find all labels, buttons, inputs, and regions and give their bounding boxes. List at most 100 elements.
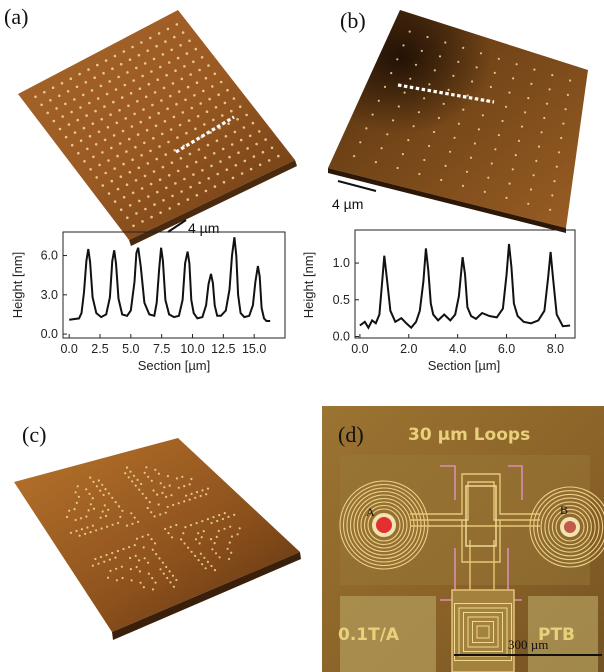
afm-dot [134,484,137,487]
afm-dot [231,176,235,180]
afm-dot [186,198,190,201]
afm-dot [359,141,362,144]
afm-dot [432,130,436,134]
afm-dot [180,190,183,193]
afm-dot [190,550,193,553]
afm-dot [137,166,141,170]
scalebar-b-label: 4 µm [332,196,363,212]
afm-dot [175,578,178,582]
afm-dot [444,41,447,44]
afm-dot [114,501,117,504]
afm-dot [213,185,217,188]
afm-dot [121,509,124,512]
coil-ring [367,508,401,542]
afm-dot [143,174,147,178]
afm-dot [195,81,199,84]
afm-dot [252,155,256,158]
afm-dot [365,127,368,130]
afm-dot [202,89,205,93]
afm-dot [209,538,213,541]
scalebar-a-label: 4 µm [188,220,219,236]
afm-dot [166,27,170,31]
afm-dot [101,151,104,154]
afm-dot [227,515,230,519]
afm-dot [116,154,119,158]
afm-dot [194,160,198,164]
afm-dot [194,47,198,51]
afm-dot [86,147,89,151]
afm-dot [189,524,193,527]
afm-dot [46,111,49,115]
afm-dot [145,496,148,500]
afm-dot [125,466,129,469]
afm-dot [70,143,74,147]
afm-dot [267,159,271,162]
panel-d-micrograph: 30 µm Loops (d) 0.1T/A PTB A B 300 µm [322,406,604,672]
afm-dot [197,559,200,562]
afm-dot [165,186,168,190]
afm-dot [221,517,224,521]
afm-dot [135,537,139,540]
afm-dot [127,104,130,108]
afm-dot [175,102,178,106]
afm-dot [204,567,207,570]
afm-dot [171,82,175,85]
afm-dot [179,157,183,160]
afm-dot [163,486,166,489]
afm-dot [122,547,125,551]
afm-dot [137,520,140,524]
afm-dot [161,53,165,56]
afm-dot [103,504,106,507]
afm-dot [183,177,186,181]
afm-dot [420,49,423,53]
afm-dot [159,482,162,485]
afm-dot [140,482,143,486]
afm-dot [511,77,515,80]
afm-dot [527,97,530,100]
afm-dot [91,524,94,527]
coil-ring [551,508,589,546]
afm-dot [172,503,175,507]
afm-dot [204,189,208,193]
afm-dot [133,516,136,519]
afm-dot [520,125,524,128]
chart-a-series-line [69,237,271,322]
afm-dot [529,188,533,191]
afm-dot [167,140,170,144]
afm-dot [132,224,135,228]
afm-dot [210,564,213,568]
afm-dots-b [353,30,572,211]
afm-dot [113,200,117,203]
afm-dot [64,102,67,106]
afm-dot [147,572,150,575]
afm-dot [169,581,172,584]
afm-dot [170,161,174,164]
afm-dot [551,194,554,197]
afm-dot [104,514,108,518]
afm-dot [407,139,410,142]
afm-dot [85,114,88,117]
afm-dot [124,472,127,475]
afm-dot [146,162,150,165]
x-tick-label: 2.0 [400,342,417,356]
afm-dot [65,515,69,519]
afm-dot [129,91,133,95]
afm-dot [403,91,406,94]
afm-dot [115,579,118,582]
afm-dot [227,557,231,561]
afm-dot [533,68,536,71]
afm-dot [120,565,123,568]
afm-dot [73,98,76,101]
afm-dot [153,542,157,545]
afm-dot [199,494,202,498]
afm-dot [228,155,231,159]
afm-dot [97,562,100,565]
afm-dot [545,102,549,105]
afm-dot [142,546,145,549]
afm-dot [104,59,108,62]
lower-coil-loop [454,603,512,661]
x-tick-label: 0.0 [351,342,368,356]
coil-ring [533,490,604,564]
afm-dot [79,106,82,109]
afm-dot [190,106,194,110]
